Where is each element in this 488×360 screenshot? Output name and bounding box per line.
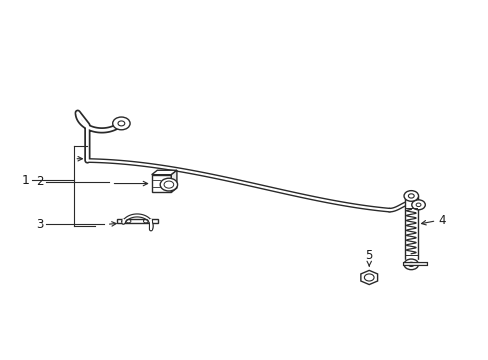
Text: 3: 3 bbox=[37, 218, 44, 231]
Text: 1: 1 bbox=[21, 174, 29, 186]
Polygon shape bbox=[171, 170, 177, 192]
Text: 2: 2 bbox=[36, 175, 44, 188]
Circle shape bbox=[112, 117, 130, 130]
Bar bbox=[404, 196, 417, 264]
Bar bbox=[151, 175, 171, 192]
Circle shape bbox=[403, 191, 418, 201]
Bar bbox=[117, 219, 158, 223]
Text: 4: 4 bbox=[437, 214, 445, 227]
Circle shape bbox=[411, 200, 425, 210]
Polygon shape bbox=[151, 170, 177, 175]
Polygon shape bbox=[360, 270, 377, 284]
Text: 5: 5 bbox=[365, 248, 372, 261]
Circle shape bbox=[160, 178, 177, 191]
Circle shape bbox=[403, 259, 418, 270]
